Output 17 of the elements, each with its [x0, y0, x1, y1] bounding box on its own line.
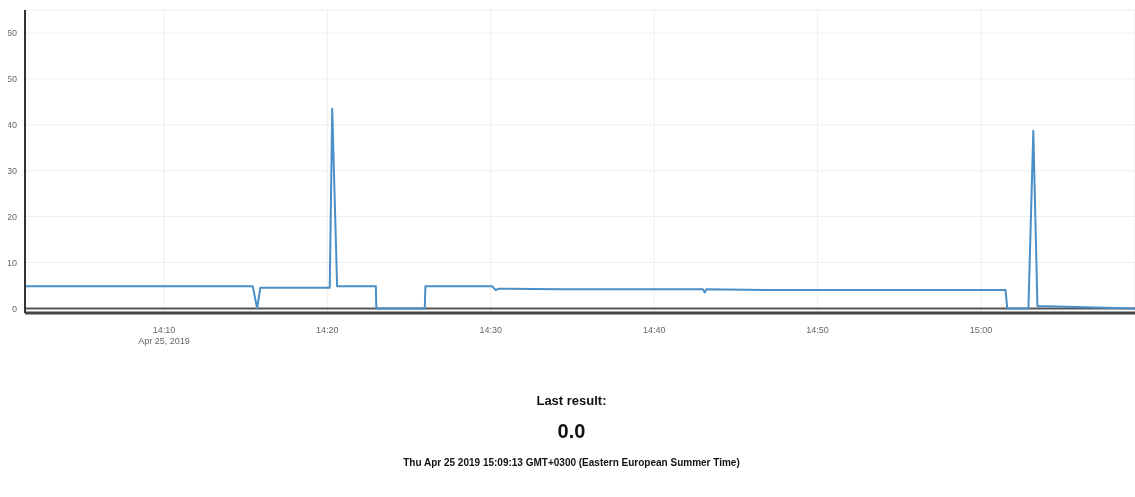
y-tick-label: 40: [6, 119, 17, 130]
x-tick-label: 14:20: [316, 325, 339, 335]
y-tick-label: 30: [6, 165, 17, 176]
x-tick-label: 14:40: [642, 325, 666, 335]
x-tick-label: 14:10 Apr 25, 2019: [138, 325, 190, 346]
text: Last result:: [535, 393, 608, 408]
y-tick-label: 60: [6, 28, 17, 39]
x-tick-label: 15:00: [969, 325, 993, 335]
y-tick-label: 0: [11, 303, 17, 314]
y-tick-label: 20: [6, 211, 17, 222]
x-tick-label: 14:30: [479, 325, 503, 335]
x-tick-label: 14:50: [806, 325, 829, 335]
line-series: [25, 107, 1135, 310]
text: 0.0: [556, 420, 587, 443]
text: Thu Apr 25 2019 15:09:13 GMT+0300 (Eastern European Summer Time): [402, 457, 741, 468]
y-tick-label: 50: [6, 74, 17, 85]
y-tick-label: 10: [6, 257, 17, 268]
